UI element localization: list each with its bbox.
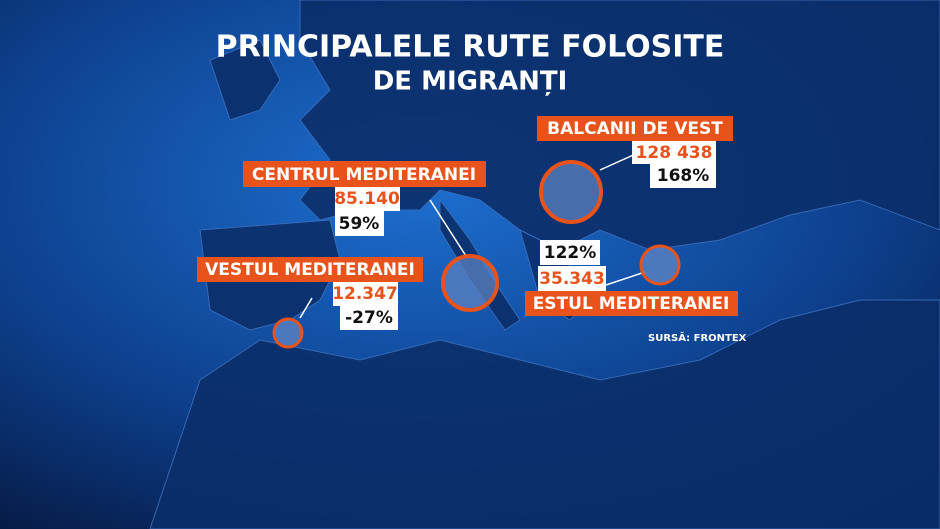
change-box [340, 306, 398, 330]
route-value: 128 438 [636, 143, 713, 163]
route-name: VESTUL MEDITERANEI [205, 260, 415, 280]
route-name: ESTUL MEDITERANEI [533, 294, 730, 314]
label-box [537, 116, 733, 141]
connector [429, 199, 467, 257]
route-circle [639, 244, 681, 286]
route-change: 122% [544, 243, 597, 263]
route-value: 85.140 [334, 189, 400, 209]
value-box [538, 266, 606, 291]
route-value: 35.343 [539, 269, 605, 289]
connector [299, 297, 313, 319]
route-value: 12.347 [332, 284, 398, 304]
route-circle [441, 254, 499, 312]
route-change: 168% [657, 166, 710, 186]
source: SURSĂ: FRONTEX [648, 331, 747, 344]
label-box [243, 161, 486, 187]
value-box [335, 187, 400, 211]
label-box [197, 257, 423, 282]
route-change: -27% [345, 308, 393, 328]
title-line: DE MIGRANȚI [373, 67, 568, 97]
value-box [632, 141, 716, 164]
route-circle [539, 160, 603, 224]
value-box [333, 282, 398, 306]
route-name: BALCANII DE VEST [547, 119, 723, 139]
title-line: PRINCIPALELE RUTE FOLOSITE [216, 30, 725, 65]
change-box [335, 211, 384, 236]
route-name: CENTRUL MEDITERANEI [252, 165, 476, 185]
label-box [525, 291, 738, 316]
change-box [650, 164, 716, 188]
connector [605, 271, 646, 286]
change-box [540, 240, 600, 265]
route-change: 59% [339, 214, 380, 234]
route-circle [272, 317, 304, 349]
